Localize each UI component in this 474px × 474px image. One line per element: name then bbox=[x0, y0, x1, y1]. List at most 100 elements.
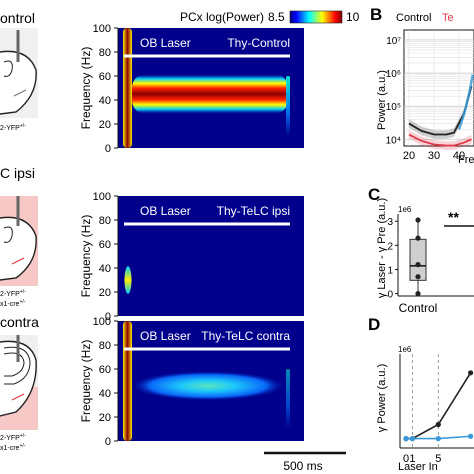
panel-d-exponent: 1e6 bbox=[398, 345, 412, 354]
colorbar-gradient bbox=[289, 10, 343, 24]
row3-label: contra bbox=[0, 314, 39, 330]
series-line-highlight bbox=[457, 74, 474, 130]
colorbar-max-label: 10 bbox=[346, 10, 360, 24]
ytick-label: 40 bbox=[99, 95, 111, 107]
spectrogram-bg bbox=[118, 196, 304, 316]
brain-outline-row2 bbox=[0, 216, 37, 281]
electrode-row3 bbox=[11, 393, 25, 401]
data-point bbox=[415, 274, 421, 280]
ytick-label: 20 bbox=[99, 412, 111, 424]
series-line-1 bbox=[406, 435, 471, 440]
ytick-label: 40 bbox=[99, 388, 111, 400]
scalebar-label: 500 ms bbox=[283, 459, 322, 473]
series-point-0 bbox=[435, 421, 441, 428]
series-point-1 bbox=[435, 436, 441, 442]
spectrogram-content bbox=[124, 266, 132, 294]
colorbar-min-label: 8.5 bbox=[268, 10, 285, 24]
xtick-label: 40 bbox=[453, 150, 465, 162]
brain-detail-row3b bbox=[3, 352, 25, 377]
ytick-label: 40 bbox=[99, 263, 111, 275]
spectrogram-panel-2: OB Laser Thy-TeLC ipsi 0 20 40 60 80 100Frequen… bbox=[79, 191, 304, 323]
panel-title: Thy-TeLC ipsi bbox=[217, 204, 290, 218]
row2-small-b: x1-cre+/- bbox=[0, 299, 26, 308]
legend-telc: Te bbox=[442, 12, 454, 24]
data-point bbox=[415, 262, 421, 268]
panel-title: Thy-Control bbox=[227, 36, 290, 50]
ytick-label: 100 bbox=[93, 316, 111, 328]
row1-small: 2-YFP+/- bbox=[0, 123, 26, 132]
series-point-1 bbox=[403, 436, 409, 442]
panel-b: B Control Te Power (a.u.) 20 30 40 10⁴ 10⁵ 10… bbox=[370, 5, 474, 166]
spectrogram-panel-1: OB Laser Thy-Control 0 20 40 60 80 100Frequency… bbox=[79, 23, 304, 155]
ytick-label: 60 bbox=[99, 239, 111, 251]
scalebar: 500 ms bbox=[264, 451, 346, 473]
xtick-label: 30 bbox=[428, 150, 440, 162]
ytick-label: 20 bbox=[99, 119, 111, 131]
ytick-label: 2 bbox=[387, 241, 393, 252]
ytick-label: 80 bbox=[99, 340, 111, 352]
ytick-label: 100 bbox=[93, 23, 111, 35]
spectrogram-content bbox=[123, 28, 290, 148]
series-point-1 bbox=[409, 436, 416, 442]
gamma-band bbox=[130, 370, 286, 401]
brain-outline-row1 bbox=[0, 50, 37, 115]
brain-outline-row3 bbox=[0, 340, 37, 417]
laser-label: OB Laser bbox=[140, 36, 191, 50]
colorbar: PCx log(Power) 8.5 10 bbox=[180, 10, 360, 24]
ytick-label: 60 bbox=[99, 364, 111, 376]
ytick-label: 80 bbox=[99, 215, 111, 227]
data-point bbox=[415, 290, 421, 297]
offset-transient bbox=[286, 369, 290, 429]
panel-d-ylabel: γ Power (a.u.) bbox=[376, 364, 388, 432]
ytick-label: 80 bbox=[99, 47, 111, 59]
ytick-label: 3 bbox=[387, 217, 393, 228]
colorbar-title: PCx log(Power) bbox=[180, 10, 264, 24]
brain-detail-row1 bbox=[3, 60, 13, 77]
panel-c-exponent: 1e6 bbox=[398, 205, 412, 214]
y-axis-label: Frequency (Hz) bbox=[79, 47, 93, 130]
ytick-label: 60 bbox=[99, 71, 111, 83]
brain-detail-row2 bbox=[3, 226, 13, 243]
panel-c: C 1e6 γ Laser - γ Pre (a.u.) 0 1 2 3 ** Con… bbox=[368, 185, 474, 315]
ytick-label: 0 bbox=[387, 290, 393, 301]
panel-d-xlabel: Laser In bbox=[398, 461, 438, 473]
electrode-row2 bbox=[11, 257, 25, 265]
y-axis-label: Frequency (Hz) bbox=[79, 340, 93, 423]
xtick-label: 20 bbox=[403, 150, 415, 162]
onset-burst bbox=[123, 321, 132, 441]
panel-title: Thy-TeLC contra bbox=[201, 329, 290, 343]
panel-letter-d: D bbox=[368, 315, 380, 334]
brain-schematics: ontrol 2-YFP+/- C ipsi 2-YFP+/- x1-cre+/… bbox=[0, 10, 39, 452]
series-point-0 bbox=[468, 370, 474, 376]
laser-label: OB Laser bbox=[140, 329, 191, 343]
ytick-label: 0 bbox=[105, 311, 111, 323]
panel-b-ylabel: Power (a.u.) bbox=[376, 70, 388, 130]
offset-transient bbox=[286, 76, 290, 136]
data-point bbox=[415, 235, 421, 241]
row1-label: ontrol bbox=[0, 10, 35, 26]
xtick-label: 1 bbox=[409, 453, 415, 465]
series-point-1 bbox=[468, 433, 474, 439]
panel-c-category: Control bbox=[399, 301, 438, 315]
ytick-label: 10⁶ bbox=[386, 69, 401, 80]
electrode-row1 bbox=[13, 89, 27, 97]
panel-c-ylabel: γ Laser - γ Pre (a.u.) bbox=[376, 198, 388, 298]
ytick-label: 1 bbox=[387, 265, 393, 276]
ytick-label: 10⁵ bbox=[386, 102, 401, 113]
series-line-1 bbox=[408, 133, 472, 147]
ytick-label: 20 bbox=[99, 287, 111, 299]
onset-burst bbox=[123, 28, 132, 148]
ytick-label: 100 bbox=[93, 191, 111, 203]
panel-letter-c: C bbox=[368, 185, 380, 204]
y-axis-label: Frequency (Hz) bbox=[79, 215, 93, 298]
data-point bbox=[415, 217, 421, 223]
xtick-label: 5 bbox=[435, 453, 441, 465]
onset-burst bbox=[124, 266, 132, 294]
row3-small-b: x1-cre+/- bbox=[0, 443, 26, 452]
ytick-label: 0 bbox=[105, 143, 111, 155]
spectrogram-panels: OB Laser Thy-Control020406080100Frequency… bbox=[79, 23, 304, 448]
panel-c-significance: ** bbox=[448, 209, 459, 225]
gamma-band bbox=[132, 73, 288, 115]
row3-small-a: 2-YFP+/- bbox=[0, 433, 26, 442]
